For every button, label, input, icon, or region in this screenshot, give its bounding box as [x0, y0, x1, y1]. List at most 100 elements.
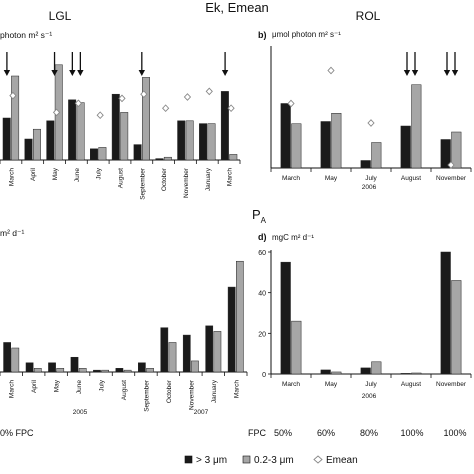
bar-large-fraction — [90, 148, 98, 161]
x-tick-label: August — [401, 175, 421, 182]
panel-c-lgl-pa: March April May June July August September Octo… — [0, 260, 248, 416]
bar-small-fraction — [229, 154, 238, 161]
bar-large-fraction — [227, 286, 236, 373]
x-tick-label: October — [161, 167, 168, 191]
bar-large-fraction — [440, 251, 451, 375]
panel-b-ylabel: μmol photon m² s⁻¹ — [272, 30, 341, 39]
bar-small-fraction — [11, 347, 20, 373]
x-tick-label: November — [436, 175, 467, 182]
arrow-head — [3, 70, 11, 76]
bar-small-fraction — [207, 123, 216, 161]
bar-large-fraction — [111, 93, 120, 161]
year-label: 2005 — [73, 409, 88, 416]
bar-large-fraction — [93, 369, 101, 373]
x-tick-label: March — [282, 381, 300, 388]
legend-swatch-large — [184, 455, 193, 464]
x-tick-label: July — [96, 167, 103, 179]
x-tick-label: May — [54, 379, 61, 392]
bar-large-fraction — [360, 160, 371, 169]
legend-swatch-small — [242, 455, 251, 464]
panel-d-ylabel: mgC m² d⁻¹ — [272, 233, 314, 242]
bar-large-fraction — [320, 369, 331, 375]
y-tick-label: 20 — [258, 331, 266, 338]
bar-large-fraction — [220, 91, 229, 161]
x-tick-label: May — [325, 381, 338, 388]
arrow-head — [69, 70, 76, 76]
arrow-head — [443, 70, 451, 76]
bar-small-fraction — [146, 368, 154, 373]
arrow-head — [51, 70, 58, 76]
pa-title: PA — [252, 207, 267, 225]
emean-point — [96, 111, 104, 120]
x-tick-label: May — [52, 167, 59, 180]
bar-large-fraction — [2, 117, 11, 161]
bar-small-fraction — [142, 77, 150, 161]
bar-large-fraction — [3, 342, 11, 373]
bar-large-fraction — [48, 362, 56, 373]
main-title: Ek, Emean — [205, 0, 269, 15]
bar-small-fraction — [371, 361, 382, 375]
emean-point — [140, 90, 148, 99]
fpc-value: 100% — [400, 428, 423, 438]
bar-large-fraction — [199, 123, 208, 161]
arrow-head — [221, 70, 229, 76]
x-tick-label: August — [401, 381, 421, 388]
emean-point — [367, 119, 375, 127]
x-tick-label: July — [99, 379, 106, 391]
bar-large-fraction — [360, 367, 371, 375]
bar-large-fraction — [138, 362, 146, 373]
emean-point — [118, 94, 126, 103]
arrow-head — [77, 70, 84, 76]
x-tick-label: January — [205, 167, 212, 191]
legend-diamond-emean — [313, 455, 323, 464]
panel-c-ylabel: m² d⁻¹ — [0, 228, 24, 238]
bar-large-fraction — [68, 99, 77, 161]
x-tick-label: October — [166, 379, 173, 403]
bar-small-fraction — [123, 369, 132, 373]
emean-point — [447, 161, 455, 169]
bar-large-fraction — [400, 125, 411, 169]
legend-label-emean: Emean — [326, 455, 358, 466]
fpc-label: FPC — [248, 428, 267, 438]
year-label: 2006 — [362, 393, 377, 400]
legend: > 3 μm 0.2-3 μm Emean — [184, 455, 358, 466]
bar-large-fraction — [320, 121, 331, 169]
bar-small-fraction — [33, 368, 42, 373]
bar-large-fraction — [70, 356, 79, 373]
x-tick-label: November — [188, 379, 195, 410]
bar-small-fraction — [451, 131, 462, 169]
bar-small-fraction — [331, 113, 342, 169]
bar-small-fraction — [168, 342, 177, 373]
year-label: 2007 — [194, 409, 209, 416]
x-tick-label: March — [282, 175, 300, 182]
bar-small-fraction — [78, 368, 87, 373]
x-tick-label: March — [9, 380, 16, 398]
legend-label-large: > 3 μm — [196, 455, 227, 466]
bar-small-fraction — [56, 368, 65, 373]
panel-d-label: d) — [258, 232, 267, 242]
panel-b-label: b) — [258, 30, 267, 40]
emean-point — [74, 99, 82, 108]
pa-subscript: A — [261, 216, 267, 225]
panel-a-lgl-ek: March April May June July August September Octo… — [0, 52, 241, 200]
bar-small-fraction — [331, 371, 342, 375]
bar-small-fraction — [236, 260, 244, 373]
panel-a-ylabel: photon m² s⁻¹ — [0, 30, 52, 40]
emean-point — [162, 104, 170, 113]
x-tick-label: June — [76, 380, 83, 394]
bar-small-fraction — [411, 372, 422, 375]
x-tick-label: May — [325, 175, 338, 182]
x-tick-label: March — [227, 168, 234, 186]
bar-small-fraction — [185, 120, 194, 161]
x-tick-label: November — [436, 381, 467, 388]
emean-point — [327, 66, 335, 75]
x-tick-label: August — [121, 380, 128, 400]
y-tick-label: 0 — [262, 372, 266, 379]
x-tick-label: November — [183, 167, 190, 198]
x-tick-label: July — [365, 381, 377, 388]
arrow-head — [138, 70, 146, 76]
year-label: 2006 — [362, 184, 377, 191]
bar-small-fraction — [291, 320, 302, 375]
fpc-value: 50% — [274, 428, 292, 438]
